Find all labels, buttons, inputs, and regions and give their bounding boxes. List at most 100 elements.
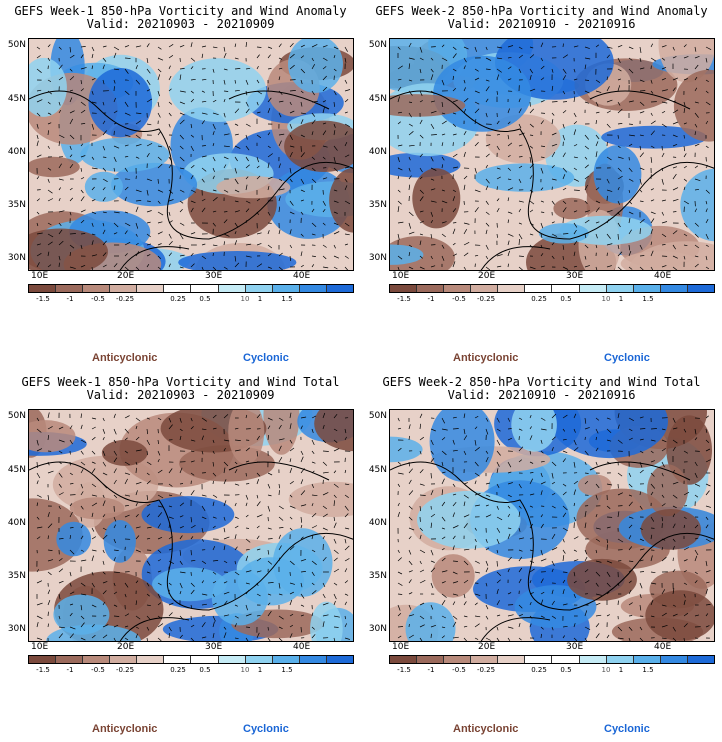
- wind-arrow: [441, 527, 446, 530]
- wind-arrow: [289, 101, 292, 106]
- wind-arrow: [135, 626, 139, 629]
- wind-arrow: [234, 516, 239, 519]
- wind-arrow: [584, 90, 590, 94]
- wind-arrow: [344, 568, 348, 573]
- wind-arrow: [102, 437, 105, 441]
- wind-arrow: [322, 621, 325, 628]
- wind-arrow: [562, 110, 567, 114]
- wind-arrow: [430, 549, 434, 556]
- colorbar-swatch: [245, 656, 273, 663]
- wind-arrow: [157, 559, 161, 562]
- wind-arrow: [124, 144, 129, 147]
- wind-arrow: [91, 624, 95, 628]
- wind-arrow: [124, 582, 129, 588]
- wind-arrow: [212, 581, 217, 584]
- wind-arrow: [91, 167, 98, 170]
- wind-arrow: [529, 615, 533, 619]
- wind-arrow: [639, 255, 645, 257]
- wind-arrow: [540, 633, 542, 639]
- wind-arrow: [606, 544, 608, 551]
- wind-arrow: [278, 534, 281, 540]
- wind-arrow: [322, 145, 328, 148]
- wind-arrow: [452, 133, 457, 136]
- vorticity-shading: [288, 39, 343, 93]
- wind-arrow: [300, 593, 305, 599]
- wind-arrow: [441, 570, 448, 573]
- wind-arrow: [540, 439, 543, 444]
- wind-arrow: [168, 44, 174, 48]
- wind-arrow: [628, 626, 633, 631]
- wind-arrow: [496, 57, 503, 60]
- wind-arrow: [628, 167, 633, 173]
- wind-arrow: [234, 123, 239, 126]
- wind-arrow: [212, 414, 217, 419]
- wind-arrow: [322, 593, 326, 599]
- wind-arrow: [672, 143, 678, 147]
- wind-arrow: [311, 503, 314, 507]
- wind-arrow: [102, 45, 107, 48]
- wind-arrow: [289, 505, 296, 509]
- wind-arrow: [584, 244, 589, 249]
- wind-arrow: [595, 90, 602, 93]
- wind-arrow: [146, 494, 149, 501]
- wind-arrow: [617, 244, 620, 250]
- wind-arrow: [650, 145, 655, 149]
- wind-arrow: [179, 90, 186, 93]
- wind-arrow: [507, 482, 513, 485]
- wind-arrow: [234, 546, 238, 551]
- wind-arrow: [58, 439, 65, 443]
- wind-arrow: [245, 79, 249, 85]
- wind-arrow: [463, 151, 466, 158]
- wind-arrow: [617, 200, 621, 205]
- wind-arrow: [529, 450, 532, 455]
- wind-arrow: [562, 244, 565, 250]
- wind-arrow: [146, 89, 151, 92]
- wind-arrow: [36, 472, 41, 479]
- wind-arrow: [562, 101, 568, 103]
- wind-arrow: [430, 178, 435, 181]
- wind-arrow: [551, 132, 557, 136]
- wind-arrow: [694, 233, 699, 238]
- wind-arrow: [223, 133, 230, 136]
- wind-arrow: [573, 623, 576, 628]
- wind-arrow: [463, 501, 466, 507]
- wind-arrow: [430, 490, 434, 496]
- wind-arrow: [91, 494, 98, 497]
- wind-arrow: [300, 44, 305, 48]
- wind-arrow: [496, 176, 501, 180]
- wind-arrow: [518, 459, 523, 463]
- wind-arrow: [124, 514, 130, 518]
- wind-arrow: [311, 264, 315, 268]
- wind-arrow: [617, 538, 624, 543]
- wind-arrow: [289, 110, 295, 114]
- colorbar-swatch: [83, 656, 111, 663]
- wind-arrow: [245, 626, 251, 628]
- wind-arrow: [705, 505, 711, 508]
- wind-arrow: [157, 582, 162, 586]
- wind-arrow: [91, 582, 95, 588]
- wind-arrow: [91, 512, 94, 518]
- wind-arrow: [311, 119, 316, 125]
- wind-arrow: [551, 481, 555, 485]
- wind-arrow: [452, 222, 457, 224]
- wind-arrow: [91, 571, 94, 576]
- wind-arrow: [628, 417, 634, 422]
- wind-arrow: [628, 200, 633, 205]
- wind-arrow: [573, 413, 577, 419]
- wind-arrow: [80, 155, 86, 158]
- wind-arrow: [80, 177, 85, 180]
- wind-arrow: [595, 187, 600, 191]
- wind-arrow: [617, 85, 621, 92]
- wind-arrow: [452, 416, 457, 419]
- wind-arrow: [606, 265, 612, 268]
- wind-arrow: [124, 167, 128, 172]
- wind-arrow: [344, 154, 350, 158]
- wind-arrow: [485, 504, 489, 507]
- wind-arrow: [168, 424, 173, 430]
- wind-arrow: [452, 153, 458, 158]
- wind-arrow: [179, 417, 182, 423]
- wind-arrow: [540, 417, 546, 421]
- wind-arrow: [267, 68, 272, 70]
- wind-arrow: [289, 582, 295, 585]
- wind-arrow: [157, 536, 163, 540]
